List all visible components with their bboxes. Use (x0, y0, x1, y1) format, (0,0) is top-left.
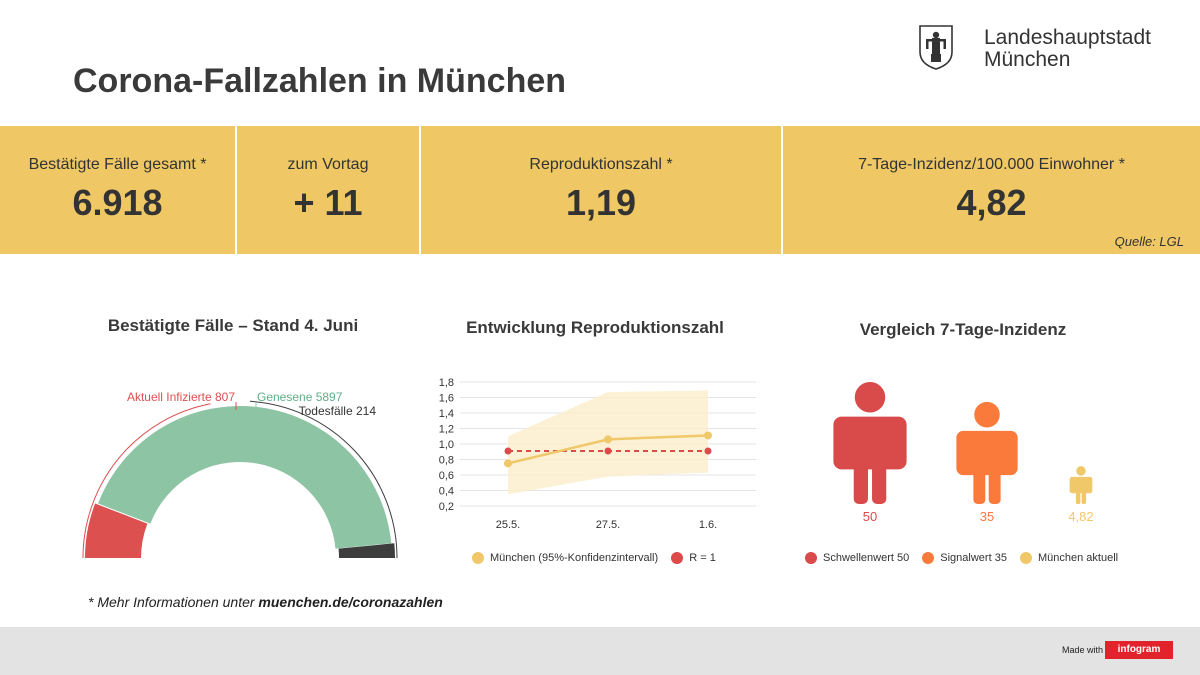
donut-label-deaths: Todesfälle 214 (299, 404, 377, 418)
r-y-tick-label: 0,4 (439, 486, 454, 498)
legend-label: München (95%-Konfidenzintervall) (490, 552, 659, 565)
kpi-band: Bestätigte Fälle gesamt * 6.918 zum Vort… (0, 126, 1200, 254)
person-leg-left-threshold (853, 461, 868, 504)
leader-infected (82, 403, 211, 559)
r1-point (704, 447, 712, 455)
kpi-label: Bestätigte Fälle gesamt * (28, 156, 207, 173)
cases-half-donut-chart: Aktuell Infizierte 807 Genesene 5897Todes… (82, 390, 398, 559)
legend-dot-munich (472, 552, 484, 565)
incidence-legend: Schwellenwert 50 Signalwert 35 München a… (805, 552, 1128, 565)
legend-item-munich: München (95%-Konfidenzintervall) (472, 552, 659, 565)
donut-slice-deaths (338, 543, 395, 558)
donut-label-recovered: Genesene 5897 (257, 390, 343, 404)
incidence-value-label: 4,82 (1068, 509, 1093, 524)
person-icon-signal (956, 401, 1018, 504)
person-head-signal (974, 401, 1000, 428)
kpi-reproduction: Reproduktionszahl * 1,19 (421, 126, 781, 254)
donut-slice-recovered (98, 405, 392, 549)
r1-point (604, 447, 612, 455)
legend-label: R = 1 (689, 552, 716, 565)
r1-point (504, 447, 512, 455)
r-y-tick-label: 0,8 (439, 455, 454, 467)
r-y-tick-label: 1,0 (439, 439, 454, 451)
donut-slice-infected (85, 503, 148, 558)
legend-dot-current (1020, 552, 1032, 565)
legend-item-signal: Signalwert 35 (922, 552, 1007, 565)
logo-line-1: Landeshauptstadt (984, 26, 1151, 49)
r-y-tick-label: 1,4 (439, 408, 454, 420)
legend-label: München aktuell (1038, 552, 1119, 565)
kpi-value: 1,19 (565, 182, 637, 223)
r-y-tick-label: 0,6 (439, 470, 454, 482)
person-torso-current (1069, 476, 1093, 494)
person-leg-right-current (1081, 490, 1087, 504)
footnote-prefix: * Mehr Informationen unter (88, 594, 259, 610)
incidence-title: Vergleich 7-Tage-Inzidenz (859, 320, 1067, 339)
r-chart-title: Entwicklung Reproduktionszahl (466, 318, 724, 337)
kpi-incidence: 7-Tage-Inzidenz/100.000 Einwohner * 4,82… (783, 126, 1200, 254)
person-icon-current (1069, 466, 1093, 504)
kpi-label: zum Vortag (287, 156, 369, 173)
legend-label: Signalwert 35 (940, 552, 1007, 565)
donut-label-infected: Aktuell Infizierte 807 (127, 390, 235, 404)
kpi-value: 6.918 (72, 182, 163, 223)
person-leg-right-signal (988, 468, 1001, 504)
r-y-tick-label: 1,8 (439, 377, 454, 389)
r-chart-legend: München (95%-Konfidenzintervall) R = 1 (472, 552, 726, 565)
r-y-tick-label: 1,6 (439, 393, 454, 405)
r-y-tick-label: 0,2 (439, 501, 454, 513)
incidence-value-label: 35 (980, 509, 994, 524)
r-x-tick-label: 1.6. (699, 519, 717, 531)
city-logo[interactable]: Landeshauptstadt München (918, 24, 1178, 74)
r-x-tick-label: 27.5. (596, 519, 620, 531)
made-with-label: Made with (1062, 645, 1104, 655)
legend-item-current: München aktuell (1020, 552, 1119, 565)
legend-item-r1: R = 1 (671, 552, 716, 565)
person-icon-threshold (833, 382, 907, 504)
kpi-total-cases: Bestätigte Fälle gesamt * 6.918 (0, 126, 235, 254)
kpi-label: Reproduktionszahl * (529, 156, 673, 173)
person-leg-left-current (1075, 490, 1081, 504)
munich-r-point (704, 431, 712, 440)
person-leg-right-threshold (872, 461, 887, 504)
kpi-previous-day: zum Vortag + 11 (237, 126, 419, 254)
kpi-value: 4,82 (956, 182, 1027, 223)
legend-label: Schwellenwert 50 (823, 552, 910, 565)
munich-r-point (504, 459, 512, 468)
person-leg-left-signal (973, 468, 986, 504)
kpi-label: 7-Tage-Inzidenz/100.000 Einwohner * (858, 156, 1125, 173)
footer: Made with infogram (0, 627, 1200, 675)
person-torso-threshold (833, 416, 907, 470)
munich-r-point (604, 435, 612, 444)
incidence-value-label: 50 (863, 509, 877, 524)
kpi-source: Quelle: LGL (1114, 234, 1184, 249)
r-y-tick-label: 1,2 (439, 424, 454, 436)
r-x-tick-label: 25.5. (496, 519, 520, 531)
footnote-link[interactable]: muenchen.de/coronazahlen (258, 594, 443, 610)
incidence-pictograph: 50 35 4,82 (833, 382, 1094, 524)
kpi-value: + 11 (293, 182, 363, 223)
footnote: * Mehr Informationen unter muenchen.de/c… (88, 594, 443, 610)
legend-item-threshold: Schwellenwert 50 (805, 552, 910, 565)
reproduction-line-chart: 0,2 0,4 0,6 0,8 1,0 1,2 1,4 1,6 1,8 25.5. 27.5. 1.6… (439, 377, 756, 531)
legend-dot-r1 (671, 552, 684, 565)
munich-crest-icon (919, 25, 953, 70)
leader-deaths (249, 400, 398, 559)
person-head-current (1076, 466, 1086, 476)
donut-title: Bestätigte Fälle – Stand 4. Juni (107, 316, 359, 335)
person-head-threshold (854, 382, 886, 413)
infogram-badge[interactable]: infogram (1105, 641, 1173, 659)
legend-dot-threshold (805, 552, 817, 565)
logo-line-2: München (984, 48, 1071, 71)
page-title: Corona-Fallzahlen in München (73, 62, 567, 100)
legend-dot-signal (922, 552, 935, 565)
person-torso-signal (956, 430, 1018, 476)
